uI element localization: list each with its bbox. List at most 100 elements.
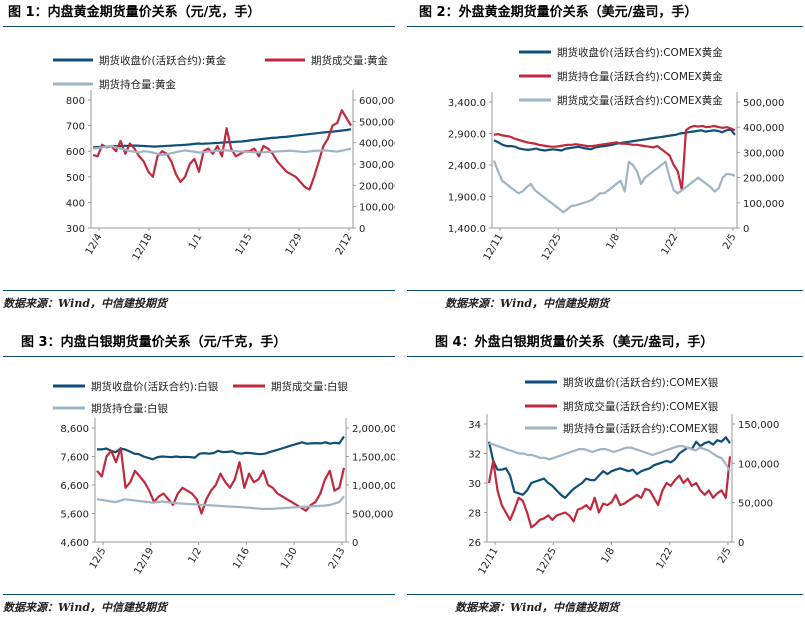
chart-title: 图 1：内盘黄金期货量价关系（元/克，手） [8, 5, 261, 20]
right-tick-label: 300,000 [743, 148, 784, 159]
x-tick-label: 12/18 [131, 232, 155, 262]
series-line-1 [92, 128, 352, 149]
left-tick-label: 30 [468, 479, 481, 490]
left-tick-label: 2,400.0 [448, 161, 486, 172]
x-tick-label: 2/12 [334, 232, 355, 257]
right-tick-label: 500,000 [743, 98, 784, 109]
x-tick-label: 1/15 [234, 232, 255, 257]
legend-label: 期货收盘价(活跃合约):COMEX银 [563, 376, 719, 389]
right-tick-label: 0 [738, 538, 744, 549]
legend-label: 期货成交量(活跃合约):COMEX黄金 [557, 94, 723, 107]
title-rule [3, 26, 395, 27]
title-rule [3, 356, 395, 357]
x-tick-label: 1/30 [279, 546, 300, 571]
legend-label: 期货收盘价(活跃合约):白银 [91, 380, 219, 393]
bottom-rule [3, 290, 395, 291]
left-tick-label: 7,600 [60, 453, 89, 464]
x-tick-label: 12/4 [84, 232, 105, 257]
left-tick-label: 3,400.0 [448, 98, 486, 109]
x-tick-label: 12/25 [540, 232, 564, 262]
x-tick-label: 1/29 [284, 232, 305, 257]
series-line-2 [96, 446, 346, 515]
chart-title: 图 2：外盘黄金期货量价关系（美元/盎司，手） [419, 5, 698, 20]
source-note: 数据来源：Wind，中信建投期货 [3, 601, 168, 614]
chart-canvas: 300 400 500 600 700 800 0 100,000 200,000 300,000… [53, 54, 395, 262]
right-tick-label: 500,000 [359, 117, 395, 128]
title-rule [407, 356, 803, 357]
legend-label: 期货成交量:黄金 [311, 54, 389, 67]
right-tick-label: 2,000,000 [352, 424, 395, 435]
x-tick-label: 2/5 [716, 546, 734, 565]
x-tick-label: 1/22 [660, 232, 681, 257]
x-tick-label: 12/25 [535, 546, 559, 576]
legend-label: 期货成交量(活跃合约):COMEX银 [563, 400, 719, 413]
chart-canvas: 4,600 5,600 6,600 7,600 8,600 0 500,000 1,000,0… [53, 380, 395, 576]
series-line-1 [487, 436, 731, 499]
left-tick-label: 32 [468, 450, 481, 461]
x-tick-label: 12/19 [132, 546, 156, 576]
legend-label: 期货持仓量(活跃合约):COMEX银 [563, 422, 719, 435]
left-tick-label: 600 [66, 147, 85, 158]
x-tick-label: 12/11 [482, 232, 506, 262]
right-tick-label: 500,000 [352, 510, 393, 521]
legend-label: 期货成交量:白银 [271, 380, 349, 393]
left-tick-label: 500 [66, 173, 85, 184]
right-tick-label: 0 [352, 538, 358, 549]
series-line-3 [488, 442, 731, 472]
left-tick-label: 400 [66, 198, 85, 209]
right-tick-label: 50,000 [738, 499, 773, 510]
right-tick-label: 400,000 [743, 123, 784, 134]
chart-panel-2: 图 2：外盘黄金期货量价关系（美元/盎司，手） 1,400.0 1,900.0 2,… [407, 0, 805, 315]
right-tick-label: 0 [743, 224, 749, 235]
left-tick-label: 8,600 [60, 424, 89, 435]
right-tick-label: 150,000 [738, 420, 779, 431]
chart-canvas: 1,400.0 1,900.0 2,400.0 2,900.0 3,400.0 0 100,… [448, 46, 785, 262]
left-tick-label: 4,600 [60, 538, 89, 549]
right-tick-label: 100,000 [738, 459, 779, 470]
x-tick-label: 1/8 [600, 546, 618, 565]
series-line-1 [97, 435, 345, 461]
left-tick-label: 26 [468, 538, 481, 549]
right-tick-label: 200,000 [743, 174, 784, 185]
left-tick-label: 28 [468, 509, 481, 520]
source-note: 数据来源：Wind，中信建投期货 [445, 297, 610, 310]
left-tick-label: 800 [66, 96, 85, 107]
chart-panel-1: 图 1：内盘黄金期货量价关系（元/克，手） 300 400 500 600 700 800… [3, 0, 395, 315]
x-tick-label: 2/13 [327, 546, 348, 571]
x-tick-label: 1/8 [605, 232, 623, 251]
right-tick-label: 1,000,000 [352, 481, 395, 492]
right-tick-label: 0 [359, 224, 365, 235]
chart-title: 图 3：内盘白银期货量价关系（元/千克，手） [21, 335, 287, 350]
left-tick-label: 1,400.0 [448, 224, 486, 235]
series-line-3 [492, 160, 736, 214]
right-tick-label: 100,000 [743, 199, 784, 210]
right-tick-label: 1,500,000 [352, 453, 395, 464]
source-note: 数据来源：Wind，中信建投期货 [455, 601, 620, 614]
bottom-rule [407, 290, 803, 291]
series-line-3 [96, 495, 345, 510]
right-tick-label: 100,000 [359, 203, 395, 214]
series-line-3 [92, 144, 352, 157]
x-tick-label: 1/2 [187, 546, 205, 565]
series-line-2 [487, 456, 732, 529]
right-tick-label: 400,000 [359, 139, 395, 150]
left-tick-label: 5,600 [60, 510, 89, 521]
chart-canvas: 26 28 30 32 34 0 50,000 100,000 150,000 12/11 12/2… [468, 376, 779, 576]
x-tick-label: 12/5 [88, 546, 109, 571]
title-rule [407, 26, 803, 27]
left-tick-label: 6,600 [60, 481, 89, 492]
right-tick-label: 200,000 [359, 181, 395, 192]
legend-label: 期货持仓量:黄金 [99, 78, 177, 91]
bottom-rule [407, 594, 803, 595]
right-tick-label: 600,000 [359, 96, 395, 107]
chart-panel-4: 图 4：外盘白银期货量价关系（美元/盎司，手） 26 28 30 32 34 0 50,00… [407, 330, 805, 620]
chart-title: 图 4：外盘白银期货量价关系（美元/盎司，手） [435, 335, 714, 350]
legend-label: 期货持仓量(活跃合约):COMEX黄金 [557, 70, 723, 83]
legend-label: 期货收盘价(活跃合约):黄金 [99, 54, 227, 67]
x-tick-label: 1/1 [187, 232, 205, 251]
x-tick-label: 12/11 [477, 546, 501, 576]
series-line-1 [493, 128, 736, 152]
left-tick-label: 2,900.0 [448, 130, 486, 141]
legend-label: 期货收盘价(活跃合约):COMEX黄金 [557, 46, 723, 59]
left-tick-label: 1,900.0 [448, 193, 486, 204]
